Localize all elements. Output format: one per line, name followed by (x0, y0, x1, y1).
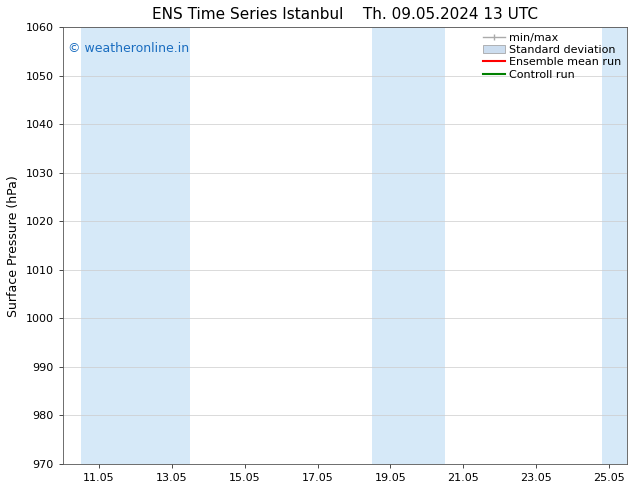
Title: ENS Time Series Istanbul    Th. 09.05.2024 13 UTC: ENS Time Series Istanbul Th. 09.05.2024 … (152, 7, 538, 22)
Text: © weatheronline.in: © weatheronline.in (68, 42, 189, 55)
Bar (372, 27, 445, 464)
Bar (602, 27, 627, 464)
Y-axis label: Surface Pressure (hPa): Surface Pressure (hPa) (7, 175, 20, 317)
Legend: min/max, Standard deviation, Ensemble mean run, Controll run: min/max, Standard deviation, Ensemble me… (481, 30, 624, 82)
Bar (81, 27, 190, 464)
